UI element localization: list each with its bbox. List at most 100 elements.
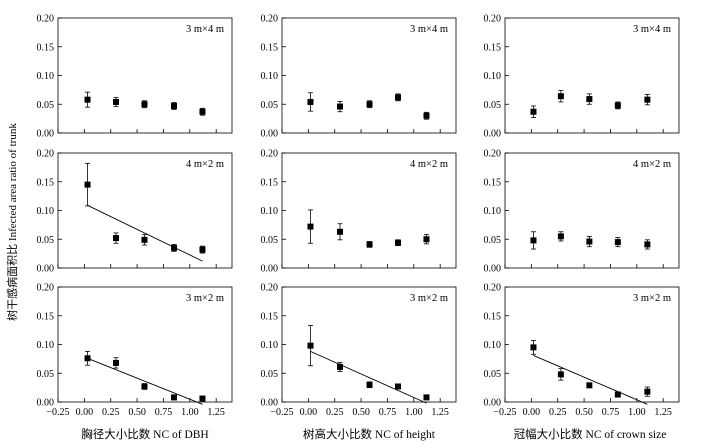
panel-label: 3 m×2 m xyxy=(633,293,671,304)
data-point xyxy=(586,382,593,389)
x-tick-label: 0.75 xyxy=(155,407,173,418)
data-point xyxy=(614,239,621,246)
panel-7: 0.000.050.100.150.20−0.25 0.00 0.25 0.50 0.7… xyxy=(37,283,233,418)
data-point xyxy=(614,391,621,398)
panel-label: 4 m×2 m xyxy=(633,159,671,170)
y-tick-label: 0.15 xyxy=(261,311,279,322)
data-point xyxy=(530,108,537,115)
y-tick-label: 0.15 xyxy=(484,311,502,322)
data-point xyxy=(423,394,430,401)
panel-4: 0.00 0.05 0.10 0.15 0.20 4 m×2 m xyxy=(37,149,233,275)
data-point xyxy=(84,355,91,362)
x-axis-title-dbh: 胸径大小比数 NC of DBH xyxy=(81,427,208,441)
data-point xyxy=(113,98,119,105)
data-point xyxy=(199,108,206,115)
regression-line xyxy=(87,204,203,262)
data-point xyxy=(530,237,537,244)
data-point xyxy=(423,112,430,119)
y-tick-label: 0.05 xyxy=(261,100,279,111)
panel-label: 3 m×4 m xyxy=(410,24,448,35)
y-tick-label: 0.05 xyxy=(37,100,55,111)
data-point xyxy=(557,371,564,378)
y-tick-label: 0.15 xyxy=(37,311,55,322)
x-tick-label: 1.25 xyxy=(431,407,449,418)
data-point xyxy=(586,238,593,245)
data-point xyxy=(557,93,564,100)
y-tick-label: 0.00 xyxy=(261,398,279,409)
panel-label: 3 m×2 m xyxy=(410,293,448,304)
x-tick-label: 0.50 xyxy=(128,407,146,418)
data-point xyxy=(141,236,148,243)
x-tick-label: 0.00 xyxy=(76,407,94,418)
x-tick-label: 0.50 xyxy=(575,407,593,418)
y-tick-label: 0.20 xyxy=(37,149,55,160)
x-axis-title-height: 树高大小比数 NC of height xyxy=(303,427,436,441)
regression-line xyxy=(533,355,648,405)
y-tick-label: 0.20 xyxy=(484,14,502,25)
data-point xyxy=(337,103,343,110)
x-tick-label: 0.75 xyxy=(602,407,620,418)
data-point xyxy=(423,236,430,243)
x-tick-label: 1.00 xyxy=(405,407,423,418)
data-point xyxy=(307,98,314,105)
data-point xyxy=(644,241,651,248)
panel-3: 0.00 0.05 0.10 0.15 0.20 3 m×4 m xyxy=(484,14,680,140)
panel-frame xyxy=(504,152,680,269)
y-tick-label: 0.10 xyxy=(37,206,55,217)
panel-label: 3 m×4 m xyxy=(186,24,224,35)
y-tick-label: 0.15 xyxy=(261,42,279,53)
y-tick-label: 0.10 xyxy=(261,206,279,217)
data-point xyxy=(171,102,177,109)
data-point xyxy=(113,359,119,366)
y-tick-label: 0.00 xyxy=(37,264,55,275)
y-tick-label: 0.10 xyxy=(261,71,279,82)
x-tick-label: 0.00 xyxy=(300,407,318,418)
x-tick-label: 0.50 xyxy=(352,407,370,418)
y-tick-label: 0.05 xyxy=(261,235,279,246)
x-tick-label: −0.25 xyxy=(46,407,69,418)
data-point xyxy=(171,244,177,251)
panel-9: 0.000.050.100.150.20−0.25 0.00 0.25 0.50 0.7… xyxy=(484,283,680,418)
panel-label: 3 m×2 m xyxy=(186,293,224,304)
panel-label: 4 m×2 m xyxy=(410,159,448,170)
y-tick-label: 0.20 xyxy=(261,14,279,25)
y-tick-label: 0.05 xyxy=(484,235,502,246)
panel-frame xyxy=(281,17,457,134)
panels-group: 0.000.050.100.150.203 m×4 m0.000.050.100… xyxy=(37,14,680,418)
data-point xyxy=(84,181,91,188)
y-tick-label: 0.15 xyxy=(484,177,502,188)
data-point xyxy=(644,96,651,103)
panel-label: 4 m×2 m xyxy=(186,159,224,170)
data-point xyxy=(84,96,91,103)
panel-frame xyxy=(504,17,680,134)
y-tick-label: 0.05 xyxy=(484,100,502,111)
x-tick-label: −0.25 xyxy=(270,407,293,418)
data-point xyxy=(395,94,401,101)
y-tick-label: 0.10 xyxy=(37,340,55,351)
data-point xyxy=(644,388,651,395)
data-point xyxy=(366,381,373,388)
y-tick-label: 0.10 xyxy=(484,340,502,351)
y-tick-label: 0.05 xyxy=(261,369,279,380)
regression-line xyxy=(310,350,427,404)
x-tick-label: 0.00 xyxy=(523,407,541,418)
y-tick-label: 0.15 xyxy=(484,42,502,53)
y-tick-label: 0.20 xyxy=(484,283,502,294)
data-point xyxy=(141,101,148,108)
y-axis-title: 树干感病面积比 Infected area ratio of trunk xyxy=(5,123,19,321)
data-point xyxy=(337,228,343,235)
y-tick-label: 0.15 xyxy=(37,177,55,188)
y-tick-label: 0.05 xyxy=(37,235,55,246)
y-tick-label: 0.20 xyxy=(37,283,55,294)
data-point xyxy=(171,394,177,401)
data-point xyxy=(530,344,537,351)
panel-1: 0.00 0.05 0.10 0.15 0.20 3 m×4 m xyxy=(37,14,233,140)
y-tick-label: 0.00 xyxy=(261,129,279,140)
x-tick-label: 0.75 xyxy=(379,407,397,418)
data-point xyxy=(366,101,373,108)
y-tick-label: 0.15 xyxy=(261,177,279,188)
data-point xyxy=(307,342,314,349)
panel-label: 3 m×4 m xyxy=(633,24,671,35)
panel-frame xyxy=(57,17,233,134)
y-tick-label: 0.15 xyxy=(37,42,55,53)
